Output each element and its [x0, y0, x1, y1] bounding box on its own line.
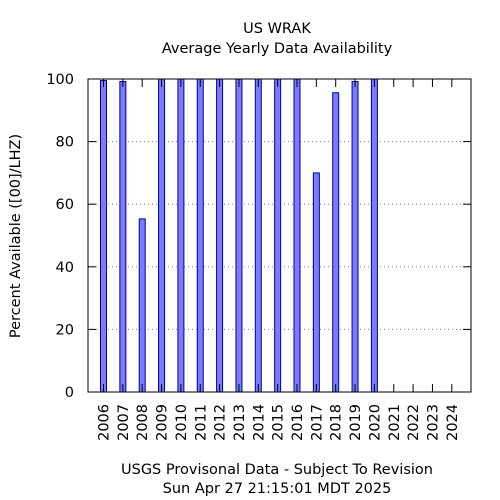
- bar-2012: [216, 78, 224, 393]
- x-tick-label: 2017: [309, 404, 325, 441]
- x-tick-label: 2012: [213, 404, 229, 441]
- bar-2018: [332, 92, 340, 393]
- chart-subtitle: Average Yearly Data Availability: [162, 41, 393, 57]
- y-tick-label: 40: [56, 260, 74, 276]
- bar-2013: [235, 78, 243, 393]
- x-tick-label: 2006: [97, 404, 113, 441]
- y-tick-label: 80: [56, 135, 74, 151]
- y-tick-label: 60: [56, 197, 74, 213]
- x-tick-label: 2020: [367, 404, 383, 441]
- y-tick-label: 100: [46, 72, 74, 88]
- plot-frame: [87, 78, 472, 393]
- x-tick-label: 2022: [406, 404, 422, 441]
- x-tick-label: 2009: [155, 404, 171, 441]
- bar-2006: [100, 80, 107, 393]
- x-tick-label: 2008: [135, 404, 151, 441]
- x-tick-label: 2007: [116, 404, 132, 441]
- bar-2014: [254, 78, 262, 393]
- x-tick-label: 2014: [251, 404, 267, 441]
- x-tick-label: 2024: [445, 404, 461, 441]
- x-tick-label: 2019: [348, 404, 364, 441]
- y-axis-ticks: 0 20 40 60 80 100: [46, 72, 471, 401]
- y-tick-label: 20: [56, 322, 74, 338]
- y-tick-label: 0: [65, 385, 74, 401]
- bar-2007: [119, 81, 127, 393]
- bar-2015: [274, 78, 282, 393]
- bar-2016: [293, 78, 301, 393]
- footer-line-1: USGS Provisonal Data - Subject To Revisi…: [121, 462, 433, 478]
- bar-2019: [351, 81, 359, 393]
- chart-title: US WRAK: [243, 21, 311, 37]
- x-tick-label: 2013: [232, 404, 248, 441]
- x-tick-label: 2010: [174, 404, 190, 441]
- x-tick-label: 2011: [193, 404, 209, 441]
- bar-2009: [158, 78, 166, 393]
- bar-2010: [177, 78, 185, 393]
- bar-2008: [138, 218, 146, 393]
- x-tick-label: 2016: [290, 404, 306, 441]
- y-axis-label: Percent Available ([00]/LHZ): [8, 134, 24, 338]
- footer-line-2: Sun Apr 27 21:15:01 MDT 2025: [163, 481, 392, 497]
- x-tick-label: 2021: [387, 404, 403, 441]
- x-axis-ticks: 2006 2007 2008 2009 2010 2011 2012 2013 2014 2015…: [97, 79, 461, 441]
- bars: [100, 78, 378, 393]
- x-tick-label: 2015: [271, 404, 287, 441]
- bar-2011: [196, 78, 204, 393]
- bar-2020: [370, 78, 378, 393]
- bar-2017: [312, 172, 320, 393]
- x-tick-label: 2018: [329, 404, 345, 441]
- x-tick-label: 2023: [425, 404, 441, 441]
